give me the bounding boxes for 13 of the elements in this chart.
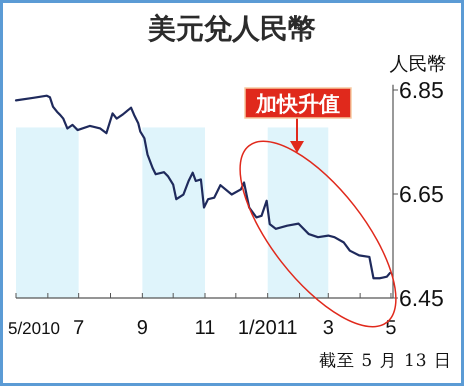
chart-title: 美元兌人民幣 xyxy=(147,13,316,44)
annotation: 加快升值 xyxy=(255,93,340,116)
y-tick-label: 6.65 xyxy=(399,181,444,207)
x-tick-label: 11 xyxy=(194,317,216,339)
y-tick-label: 6.45 xyxy=(399,285,444,311)
x-tick-label: 5/2010 xyxy=(8,319,60,338)
x-tick-label: 3 xyxy=(322,317,334,339)
x-tick-label: 1/2011 xyxy=(238,317,298,339)
text: 截至 5 月 13 日 xyxy=(318,351,452,371)
x-tick-label: 7 xyxy=(73,317,84,339)
x-tick-label: 9 xyxy=(136,317,148,339)
y-axis-title: 人民幣 xyxy=(390,54,446,75)
y-tick-label: 6.85 xyxy=(399,77,444,103)
